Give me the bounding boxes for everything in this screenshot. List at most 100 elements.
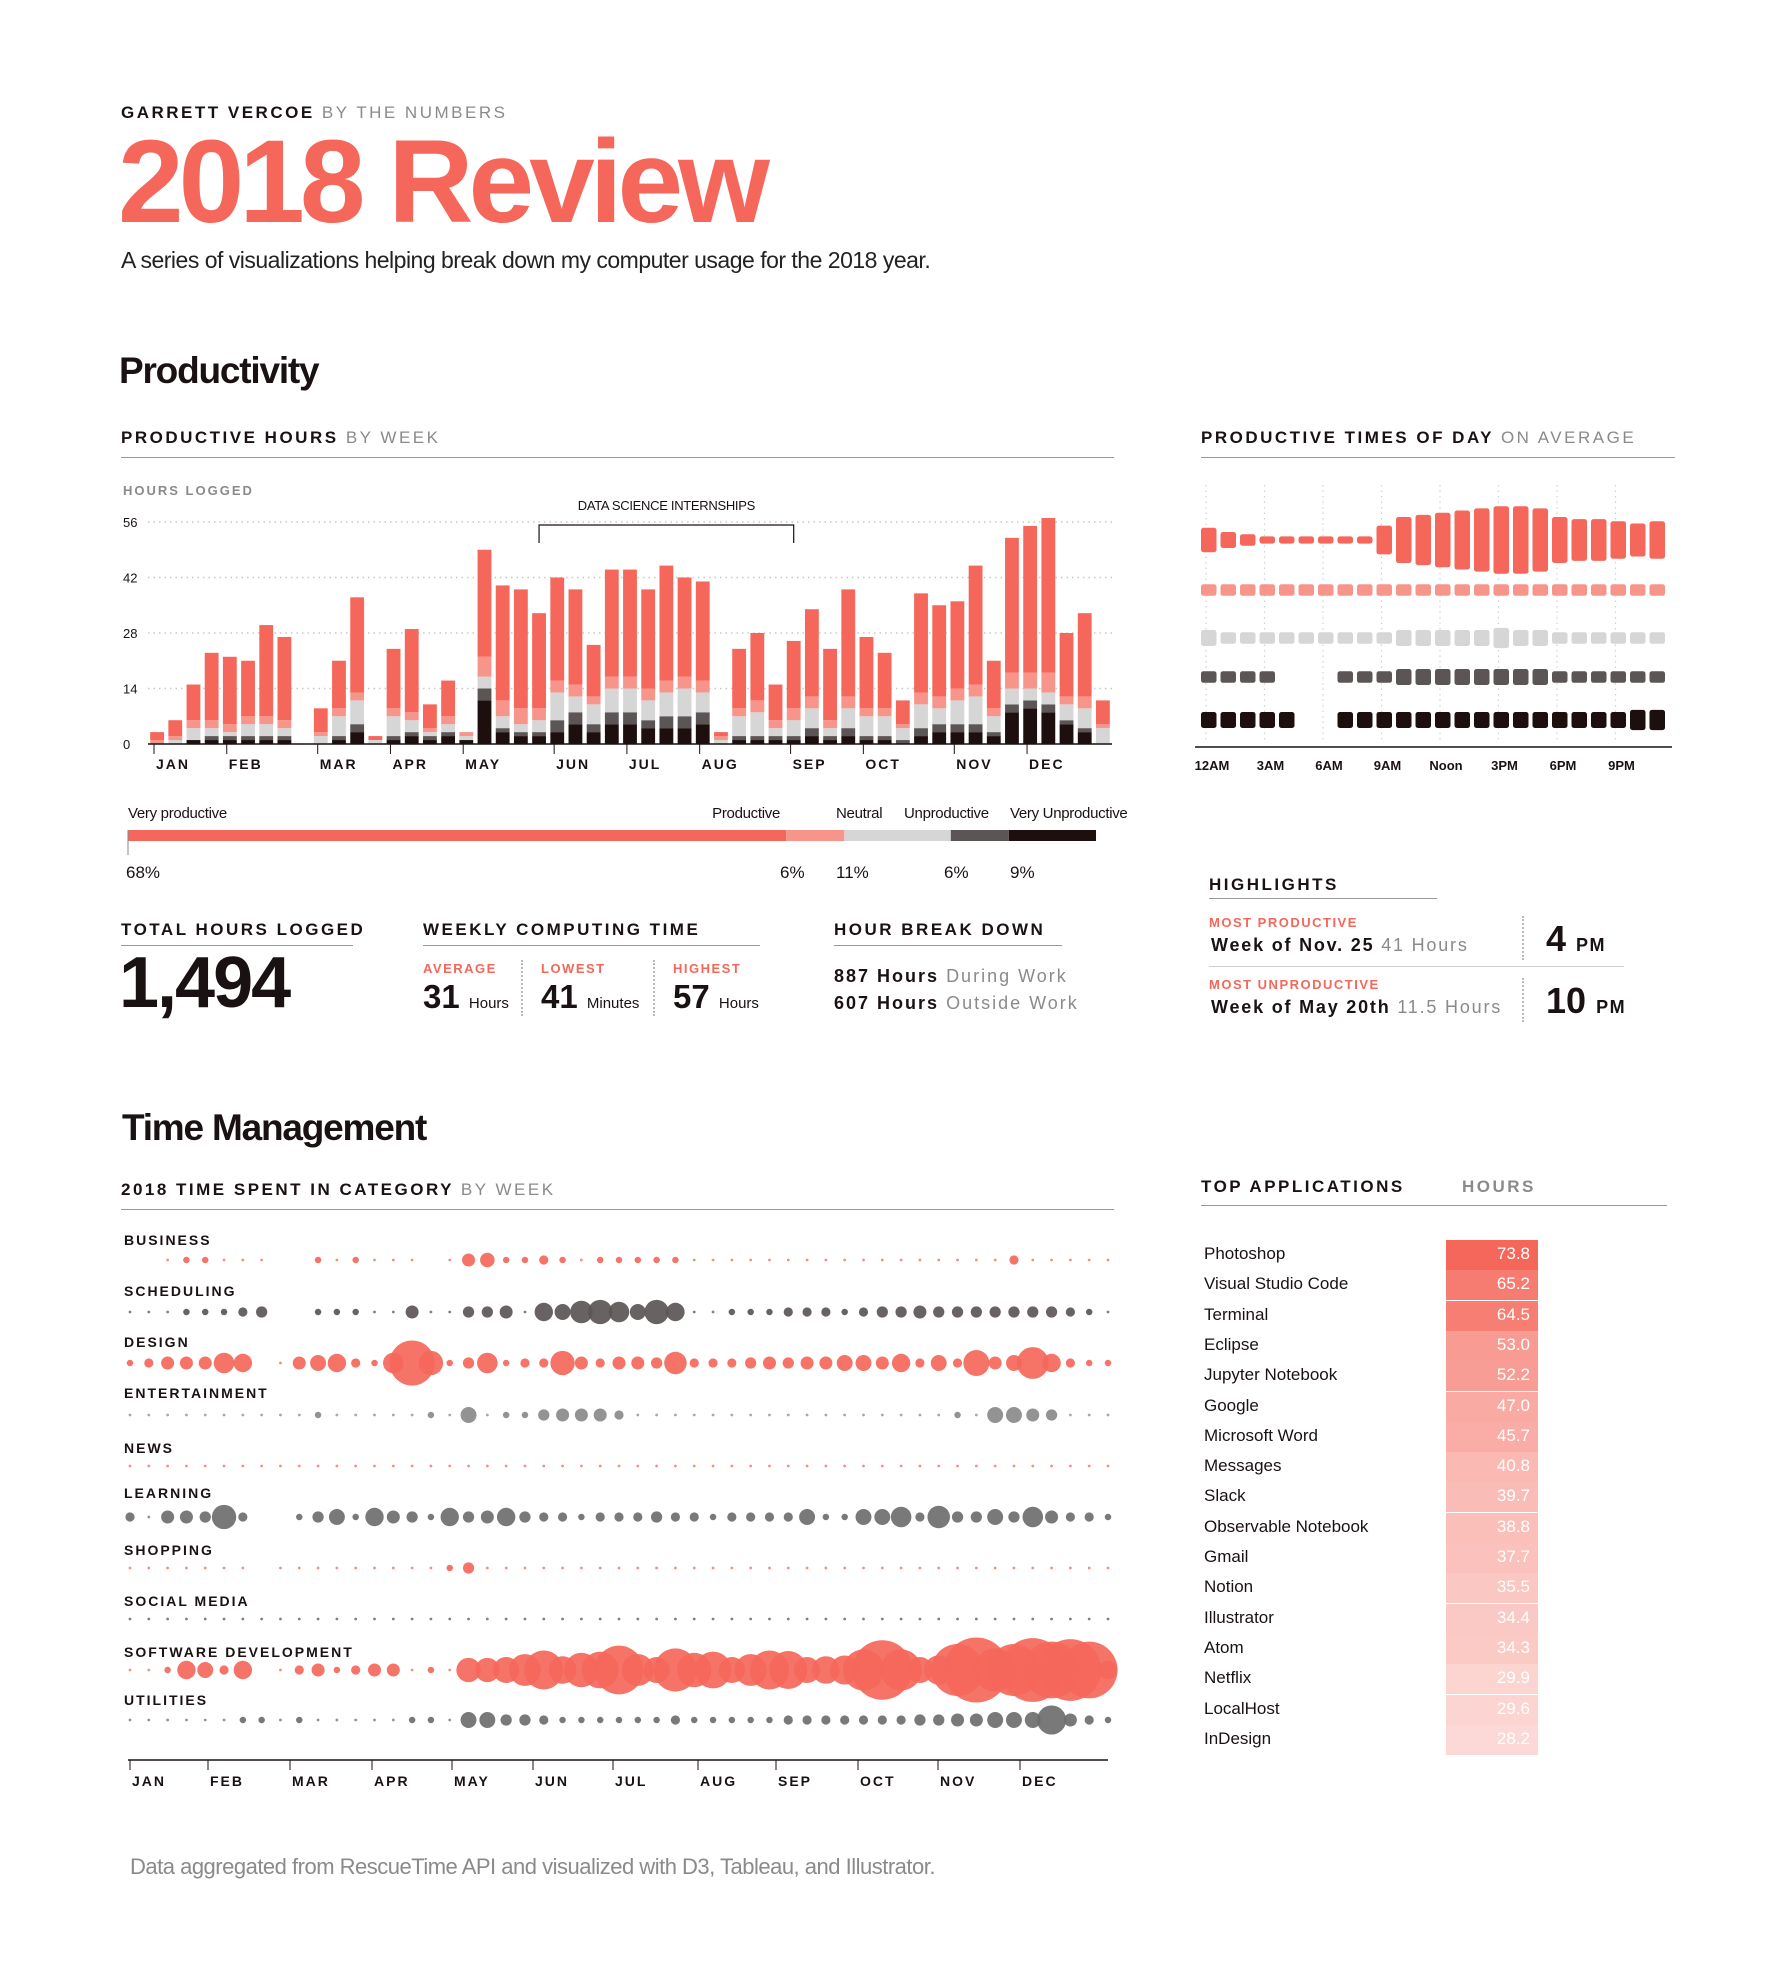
bar-segment bbox=[604, 688, 619, 713]
bar-segment bbox=[259, 716, 274, 725]
category-bubble bbox=[1042, 1353, 1061, 1373]
bar-segment bbox=[186, 740, 201, 744]
category-bubble bbox=[185, 1617, 188, 1621]
hour-breakdown-rule bbox=[834, 945, 1062, 946]
category-bubble bbox=[843, 1413, 847, 1417]
app-hours-cell: 47.0 bbox=[1446, 1391, 1538, 1422]
category-bubble bbox=[352, 1308, 359, 1316]
total-hours-value: 1,494 bbox=[119, 943, 291, 1023]
category-bubble bbox=[166, 1310, 170, 1314]
hour-cell bbox=[1493, 627, 1509, 649]
app-hours-cell: 40.8 bbox=[1446, 1452, 1538, 1483]
bar-segment bbox=[968, 724, 983, 733]
bar-segment bbox=[386, 708, 401, 717]
bar-segment bbox=[895, 700, 910, 725]
category-bubble bbox=[335, 1464, 339, 1468]
x-tick-label: JUL bbox=[629, 756, 661, 772]
bar-segment bbox=[222, 740, 237, 744]
bar-segment bbox=[732, 708, 747, 717]
hour-cell bbox=[1220, 712, 1236, 728]
category-bubble bbox=[745, 1357, 757, 1369]
category-bubble bbox=[617, 1566, 621, 1570]
category-bubble bbox=[890, 1506, 912, 1528]
category-bubble bbox=[241, 1258, 245, 1262]
category-bubble bbox=[539, 1358, 549, 1368]
bar-segment bbox=[277, 740, 292, 744]
category-bubble bbox=[933, 1306, 945, 1318]
bar-segment bbox=[259, 724, 274, 737]
category-bubble bbox=[989, 1306, 1001, 1318]
bar-segment bbox=[441, 716, 456, 725]
category-bubble bbox=[749, 1650, 789, 1690]
annotation-bracket bbox=[538, 524, 795, 543]
category-bubble bbox=[974, 1413, 978, 1417]
category-bubble bbox=[786, 1413, 790, 1417]
bar-segment bbox=[914, 692, 928, 705]
category-bubble bbox=[241, 1566, 245, 1570]
bar-segment bbox=[1005, 672, 1019, 689]
category-bubble bbox=[843, 1258, 847, 1262]
category-bubble bbox=[718, 1656, 745, 1684]
bar-segment bbox=[950, 732, 965, 744]
bar-segment bbox=[204, 720, 219, 729]
category-bubble bbox=[1026, 1408, 1040, 1422]
hour-cell bbox=[1532, 669, 1548, 685]
category-bubble bbox=[1023, 1641, 1080, 1699]
bar-segment bbox=[914, 593, 928, 693]
category-bubble bbox=[185, 1413, 188, 1417]
bar-segment bbox=[659, 692, 674, 717]
bar-segment bbox=[914, 728, 928, 737]
category-bubble bbox=[1106, 1566, 1110, 1570]
category-bubble bbox=[749, 1566, 753, 1570]
bar-segment bbox=[150, 740, 165, 744]
category-bubble bbox=[166, 1566, 170, 1570]
app-hours-cell: 29.6 bbox=[1446, 1694, 1538, 1725]
category-bubble bbox=[241, 1464, 245, 1468]
category-bubble bbox=[670, 1715, 681, 1725]
category-bubble bbox=[561, 1464, 564, 1468]
hour-cell bbox=[1357, 712, 1373, 728]
bar-segment bbox=[1077, 696, 1092, 709]
category-bubble bbox=[1005, 1407, 1022, 1423]
category-bubble bbox=[1098, 1660, 1118, 1680]
hour-cell bbox=[1571, 584, 1587, 596]
highlight-divider bbox=[1522, 978, 1524, 1022]
category-bubble bbox=[1016, 1347, 1049, 1379]
stat-divider bbox=[653, 960, 655, 1016]
category-bubble bbox=[692, 1617, 696, 1621]
category-bubble bbox=[166, 1464, 170, 1468]
hour-cell bbox=[1649, 632, 1665, 644]
category-bubble bbox=[862, 1413, 865, 1417]
hour-cell bbox=[1513, 584, 1529, 596]
bar-segment bbox=[841, 696, 856, 709]
bar-segment bbox=[641, 700, 656, 721]
category-bubble bbox=[937, 1413, 941, 1417]
weekly-computing-rule bbox=[423, 945, 760, 946]
time-label: 6AM bbox=[1315, 758, 1342, 773]
bar-segment bbox=[859, 708, 874, 717]
category-bubble bbox=[674, 1464, 677, 1468]
category-bubble bbox=[768, 1566, 771, 1570]
bar-segment bbox=[677, 716, 692, 729]
category-bubble bbox=[1065, 1358, 1075, 1368]
category-bubble bbox=[843, 1617, 847, 1621]
category-bubble bbox=[429, 1464, 433, 1468]
hour-cell bbox=[1298, 584, 1314, 596]
category-bubble bbox=[899, 1464, 903, 1468]
category-bubble bbox=[427, 1666, 435, 1674]
app-name: Terminal bbox=[1204, 1304, 1269, 1324]
category-bubble bbox=[1104, 1716, 1112, 1724]
highlights-title: HIGHLIGHTS bbox=[1209, 875, 1339, 894]
category-bubble bbox=[1009, 1255, 1019, 1265]
bar-segment bbox=[313, 708, 328, 733]
x-tick-label: AUG bbox=[702, 756, 739, 772]
category-bubble bbox=[203, 1617, 207, 1621]
category-bubble bbox=[314, 1308, 322, 1316]
category-bubble bbox=[730, 1464, 734, 1468]
bar-segment bbox=[823, 720, 837, 729]
time-label: 12AM bbox=[1195, 758, 1230, 773]
bar-segment bbox=[204, 652, 219, 721]
category-bubble bbox=[521, 1411, 529, 1419]
bar-segment bbox=[677, 577, 692, 677]
category-bubble bbox=[524, 1650, 564, 1690]
